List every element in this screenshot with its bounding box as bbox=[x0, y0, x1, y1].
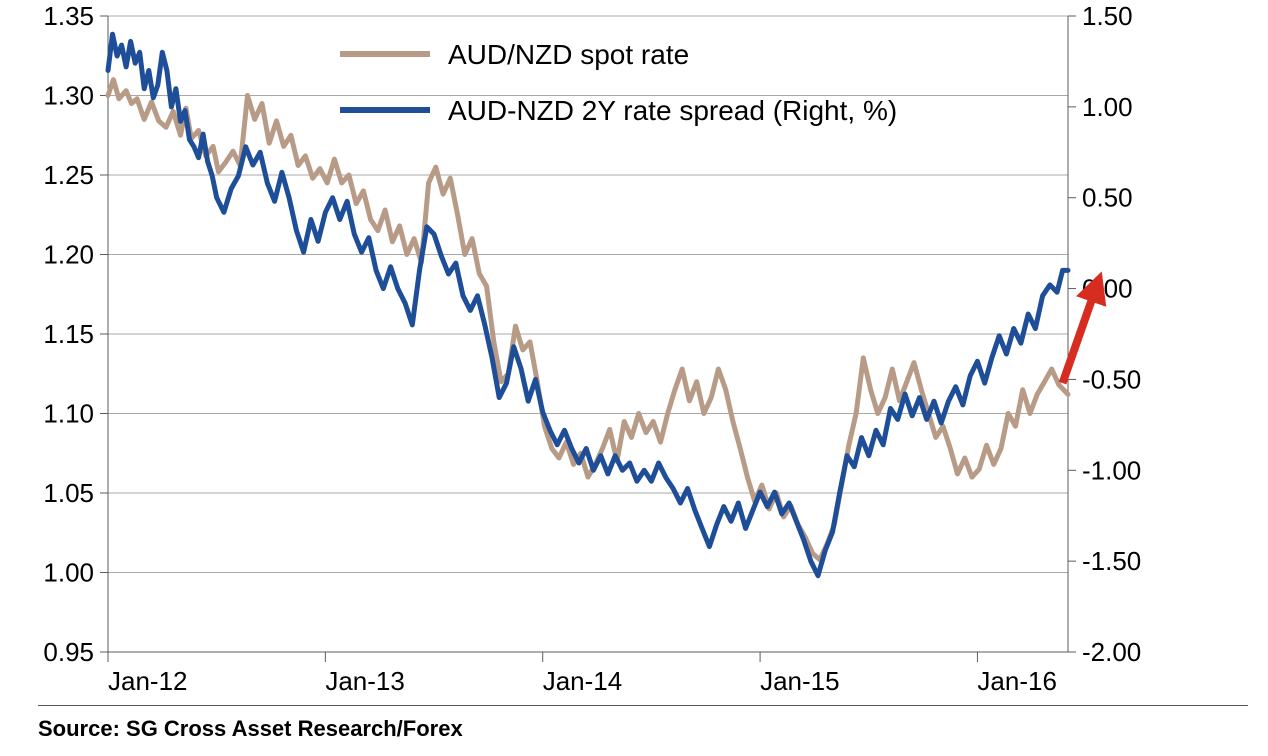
ylabel-right: 1.50 bbox=[1082, 1, 1133, 31]
chart-container: 0.95 1.00 1.05 1.10 1.15 1.20 1.25 1.30 1.35 -2.0… bbox=[0, 0, 1268, 756]
xlabel: Jan-12 bbox=[108, 666, 188, 696]
ylabel-left: 0.95 bbox=[43, 637, 94, 667]
ylabel-right: 1.00 bbox=[1082, 92, 1133, 122]
ylabel-left: 1.00 bbox=[43, 558, 94, 588]
ylabel-right: -0.50 bbox=[1082, 364, 1141, 394]
ylabel-left: 1.15 bbox=[43, 319, 94, 349]
ylabel-left: 1.05 bbox=[43, 478, 94, 508]
ylabel-right: 0.50 bbox=[1082, 183, 1133, 213]
ylabel-right: -2.00 bbox=[1082, 637, 1141, 667]
source-caption: Source: SG Cross Asset Research/Forex bbox=[38, 716, 463, 742]
ylabel-left: 1.35 bbox=[43, 1, 94, 31]
legend-label: AUD-NZD 2Y rate spread (Right, %) bbox=[448, 95, 897, 126]
ylabel-left: 1.10 bbox=[43, 399, 94, 429]
xlabel: Jan-15 bbox=[760, 666, 840, 696]
ylabel-right: -1.00 bbox=[1082, 455, 1141, 485]
ylabel-left: 1.30 bbox=[43, 81, 94, 111]
ylabel-right: -1.50 bbox=[1082, 546, 1141, 576]
legend-label: AUD/NZD spot rate bbox=[448, 39, 689, 70]
chart-svg: 0.95 1.00 1.05 1.10 1.15 1.20 1.25 1.30 1.35 -2.0… bbox=[0, 0, 1268, 756]
ylabel-left: 1.20 bbox=[43, 240, 94, 270]
xlabel: Jan-14 bbox=[543, 666, 623, 696]
ylabel-left: 1.25 bbox=[43, 160, 94, 190]
xlabel: Jan-13 bbox=[325, 666, 405, 696]
xlabel: Jan-16 bbox=[977, 666, 1057, 696]
footer-rule bbox=[38, 705, 1248, 706]
